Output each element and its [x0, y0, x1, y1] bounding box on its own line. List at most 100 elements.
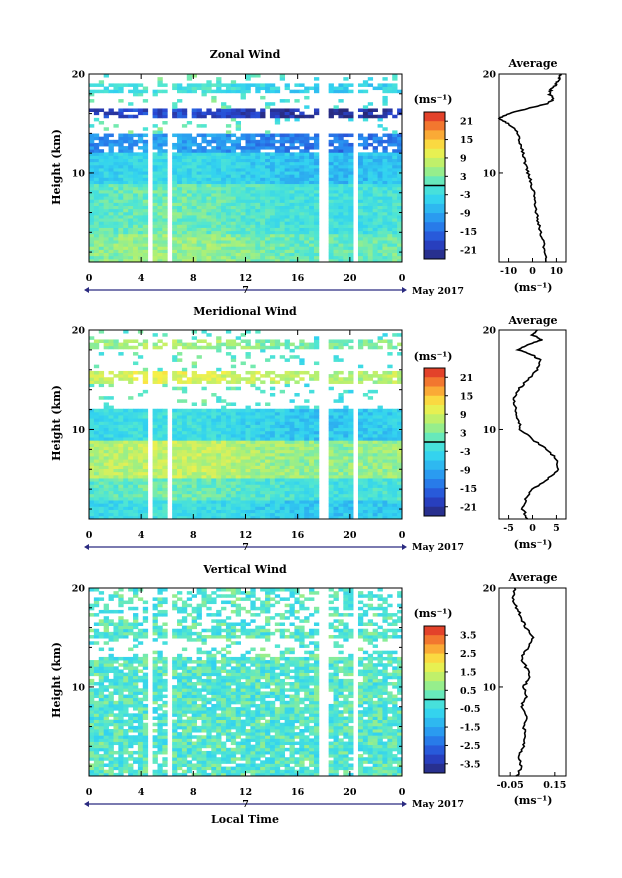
- heatmap-cell: [265, 510, 270, 514]
- heatmap-cell: [246, 472, 251, 476]
- heatmap-cell: [270, 224, 275, 228]
- heatmap-cell: [157, 425, 162, 429]
- heatmap-cell: [162, 121, 167, 125]
- heatmap-cell: [309, 249, 314, 253]
- heatmap-cell: [280, 506, 285, 510]
- heatmap-cell: [113, 415, 118, 419]
- heatmap-cell: [285, 215, 290, 219]
- heatmap-cell: [231, 237, 236, 241]
- heatmap-cell: [241, 115, 246, 119]
- heatmap-cell: [358, 206, 363, 210]
- heatmap-cell: [172, 240, 177, 244]
- heatmap-cell: [348, 155, 353, 159]
- heatmap-cell: [241, 484, 246, 488]
- heatmap-cell: [304, 513, 309, 517]
- heatmap-cell: [221, 215, 226, 219]
- heatmap-cell: [113, 237, 118, 241]
- heatmap-cell: [211, 83, 216, 87]
- heatmap-cell: [113, 513, 118, 517]
- heatmap-cell: [250, 418, 255, 422]
- heatmap-cell: [382, 415, 387, 419]
- heatmap-cell: [280, 152, 285, 156]
- heatmap-cell: [392, 256, 397, 260]
- heatmap-cell: [368, 112, 373, 116]
- heatmap-cell: [338, 437, 343, 441]
- heatmap-cell: [373, 218, 378, 222]
- heatmap-cell: [211, 481, 216, 485]
- heatmap-cell: [211, 193, 216, 197]
- heatmap-cell: [314, 253, 319, 257]
- heatmap-cell: [280, 74, 285, 78]
- heatmap-cell: [309, 231, 314, 235]
- heatmap-cell: [246, 212, 251, 216]
- heatmap-cell: [294, 240, 299, 244]
- heatmap-cell: [304, 443, 309, 447]
- heatmap-cell: [113, 155, 118, 159]
- heatmap-cell: [392, 456, 397, 460]
- heatmap-cell: [138, 134, 143, 138]
- heatmap-cell: [201, 481, 206, 485]
- heatmap-cell: [216, 196, 221, 200]
- heatmap-cell: [304, 87, 309, 91]
- heatmap-cell: [211, 215, 216, 219]
- heatmap-cell: [280, 390, 285, 394]
- heatmap-cell: [211, 491, 216, 495]
- heatmap-cell: [211, 137, 216, 141]
- heatmap-cell: [177, 447, 182, 451]
- heatmap-cell: [304, 425, 309, 429]
- heatmap-cell: [334, 196, 339, 200]
- heatmap-cell: [118, 462, 123, 466]
- heatmap-cell: [255, 428, 260, 432]
- heatmap-cell: [270, 456, 275, 460]
- heatmap-cell: [201, 469, 206, 473]
- heatmap-cell: [294, 447, 299, 451]
- heatmap-cell: [226, 155, 231, 159]
- colorbar-segment: [424, 158, 445, 168]
- heatmap-cell: [368, 152, 373, 156]
- heatmap-cell: [329, 412, 334, 416]
- heatmap-cell: [187, 206, 192, 210]
- heatmap-cell: [348, 472, 353, 476]
- heatmap-cell: [299, 212, 304, 216]
- heatmap-cell: [260, 462, 265, 466]
- heatmap-cell: [280, 162, 285, 166]
- heatmap-cell: [373, 234, 378, 238]
- heatmap-cell: [373, 253, 378, 257]
- heatmap-cell: [363, 510, 368, 514]
- heatmap-cell: [260, 491, 265, 495]
- heatmap-cell: [162, 472, 167, 476]
- heatmap-cell: [187, 215, 192, 219]
- heatmap-cell: [358, 162, 363, 166]
- heatmap-cell: [201, 93, 206, 97]
- heatmap-cell: [309, 181, 314, 185]
- heatmap-cell: [290, 256, 295, 260]
- heatmap-cell: [187, 431, 192, 435]
- heatmap-cell: [197, 491, 202, 495]
- heatmap-cell: [182, 447, 187, 451]
- heatmap-cell: [275, 146, 280, 150]
- heatmap-cell: [309, 428, 314, 432]
- heatmap-cell: [104, 447, 109, 451]
- heatmap-cell: [378, 181, 383, 185]
- heatmap-cell: [382, 181, 387, 185]
- heatmap-cell: [231, 418, 236, 422]
- heatmap-cell: [216, 199, 221, 203]
- heatmap-cell: [201, 240, 206, 244]
- heatmap-cell: [387, 513, 392, 517]
- heatmap-cell: [104, 406, 109, 410]
- heatmap-cell: [113, 143, 118, 147]
- heatmap-cell: [343, 231, 348, 235]
- heatmap-cell: [123, 224, 128, 228]
- heatmap-cell: [236, 500, 241, 504]
- heatmap-cell: [378, 209, 383, 213]
- heatmap-cell: [275, 481, 280, 485]
- heatmap-cell: [226, 224, 231, 228]
- heatmap-cell: [172, 181, 177, 185]
- heatmap-cell: [153, 184, 158, 188]
- heatmap-cell: [309, 506, 314, 510]
- heatmap-cell: [392, 159, 397, 163]
- heatmap-cell: [216, 90, 221, 94]
- heatmap-cell: [211, 494, 216, 498]
- heatmap-cell: [104, 478, 109, 482]
- heatmap-cell: [348, 187, 353, 191]
